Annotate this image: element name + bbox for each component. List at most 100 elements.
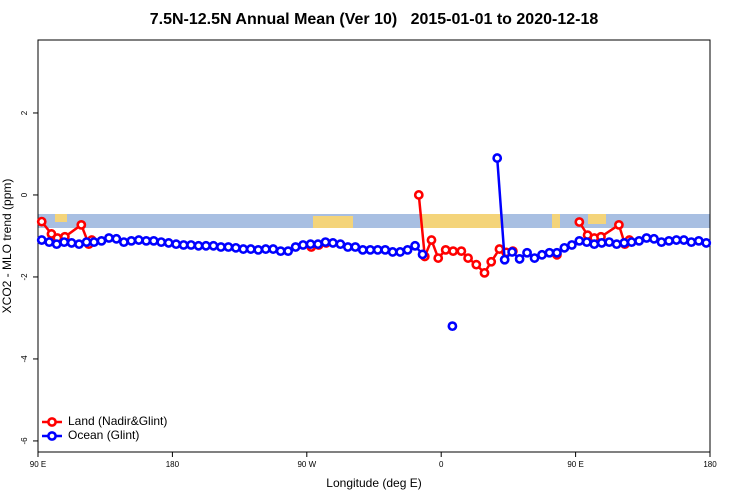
y-tick-label: -6 [20, 437, 29, 445]
point [641, 233, 652, 243]
point [649, 233, 659, 244]
x-tick-label: 180 [703, 460, 717, 469]
point [589, 239, 600, 250]
point [253, 244, 264, 255]
point [463, 253, 473, 263]
legend-label: Ocean (Glint) [68, 428, 139, 442]
point [380, 244, 391, 255]
series [36, 153, 712, 332]
point [581, 237, 592, 248]
point [216, 242, 226, 252]
point [163, 238, 174, 248]
point [96, 235, 107, 246]
point [402, 244, 413, 255]
point [290, 242, 301, 252]
point [499, 254, 510, 265]
y-tick-label: -2 [20, 273, 29, 281]
y-tick-label: 0 [20, 192, 29, 197]
point [522, 247, 532, 258]
point [619, 238, 630, 248]
point [230, 242, 241, 253]
point [133, 235, 144, 245]
point [559, 242, 570, 253]
point [426, 235, 437, 245]
point [208, 240, 219, 251]
point [275, 246, 286, 257]
point [141, 235, 152, 246]
point [456, 246, 467, 257]
point [574, 217, 585, 227]
x-tick-label: 90 E [30, 460, 46, 469]
point [614, 219, 624, 230]
mask-land [552, 214, 560, 228]
point [342, 242, 353, 252]
point [238, 244, 249, 254]
point [440, 244, 451, 255]
point [656, 237, 667, 248]
mask-band [38, 214, 710, 228]
point [544, 247, 555, 258]
legend-marker [47, 431, 57, 441]
x-tick-label: 90 E [567, 460, 583, 469]
series-line [40, 194, 631, 275]
point [634, 235, 644, 246]
point [74, 239, 84, 250]
x-tick-label: 0 [439, 460, 444, 469]
point [372, 244, 383, 255]
point [552, 247, 562, 258]
point [76, 219, 87, 230]
point [507, 247, 518, 257]
point [320, 237, 331, 248]
mask-land [420, 214, 502, 228]
point [596, 238, 607, 248]
legend-label: Land (Nadir&Glint) [68, 414, 167, 428]
point [387, 247, 398, 257]
point [328, 238, 338, 248]
point [574, 235, 585, 246]
point [171, 239, 182, 250]
point [448, 246, 459, 257]
point [395, 247, 406, 257]
point [471, 259, 482, 270]
point [604, 237, 615, 248]
point [81, 237, 92, 248]
point [126, 235, 137, 246]
point [118, 237, 129, 248]
point [693, 235, 704, 246]
y-axis-label: XCO2 - MLO trend (ppm) [0, 179, 14, 314]
point [514, 254, 525, 264]
land-mask [38, 214, 710, 228]
point [223, 242, 234, 252]
point [156, 237, 167, 248]
point [350, 242, 361, 252]
point [447, 321, 458, 332]
legend-marker [47, 417, 57, 427]
point [671, 235, 682, 245]
point [365, 244, 376, 255]
y-tick-label: -4 [20, 355, 29, 363]
point [678, 235, 689, 245]
point [433, 253, 444, 263]
mask-land [55, 214, 67, 222]
point [66, 238, 77, 248]
mask-land [588, 214, 606, 224]
point [529, 253, 540, 263]
x-tick-label: 180 [166, 460, 180, 469]
point [268, 244, 279, 254]
point [148, 235, 159, 246]
point [260, 244, 271, 254]
point [186, 240, 196, 250]
chart-title: 7.5N-12.5N Annual Mean (Ver 10) 2015-01-… [150, 11, 599, 28]
y-tick-label: 2 [20, 110, 29, 115]
point [664, 235, 674, 246]
point [701, 238, 712, 248]
point [335, 239, 346, 250]
point [104, 233, 114, 243]
point [298, 240, 308, 250]
point [626, 237, 637, 248]
point [59, 237, 70, 248]
point [245, 244, 256, 254]
point [313, 239, 323, 250]
